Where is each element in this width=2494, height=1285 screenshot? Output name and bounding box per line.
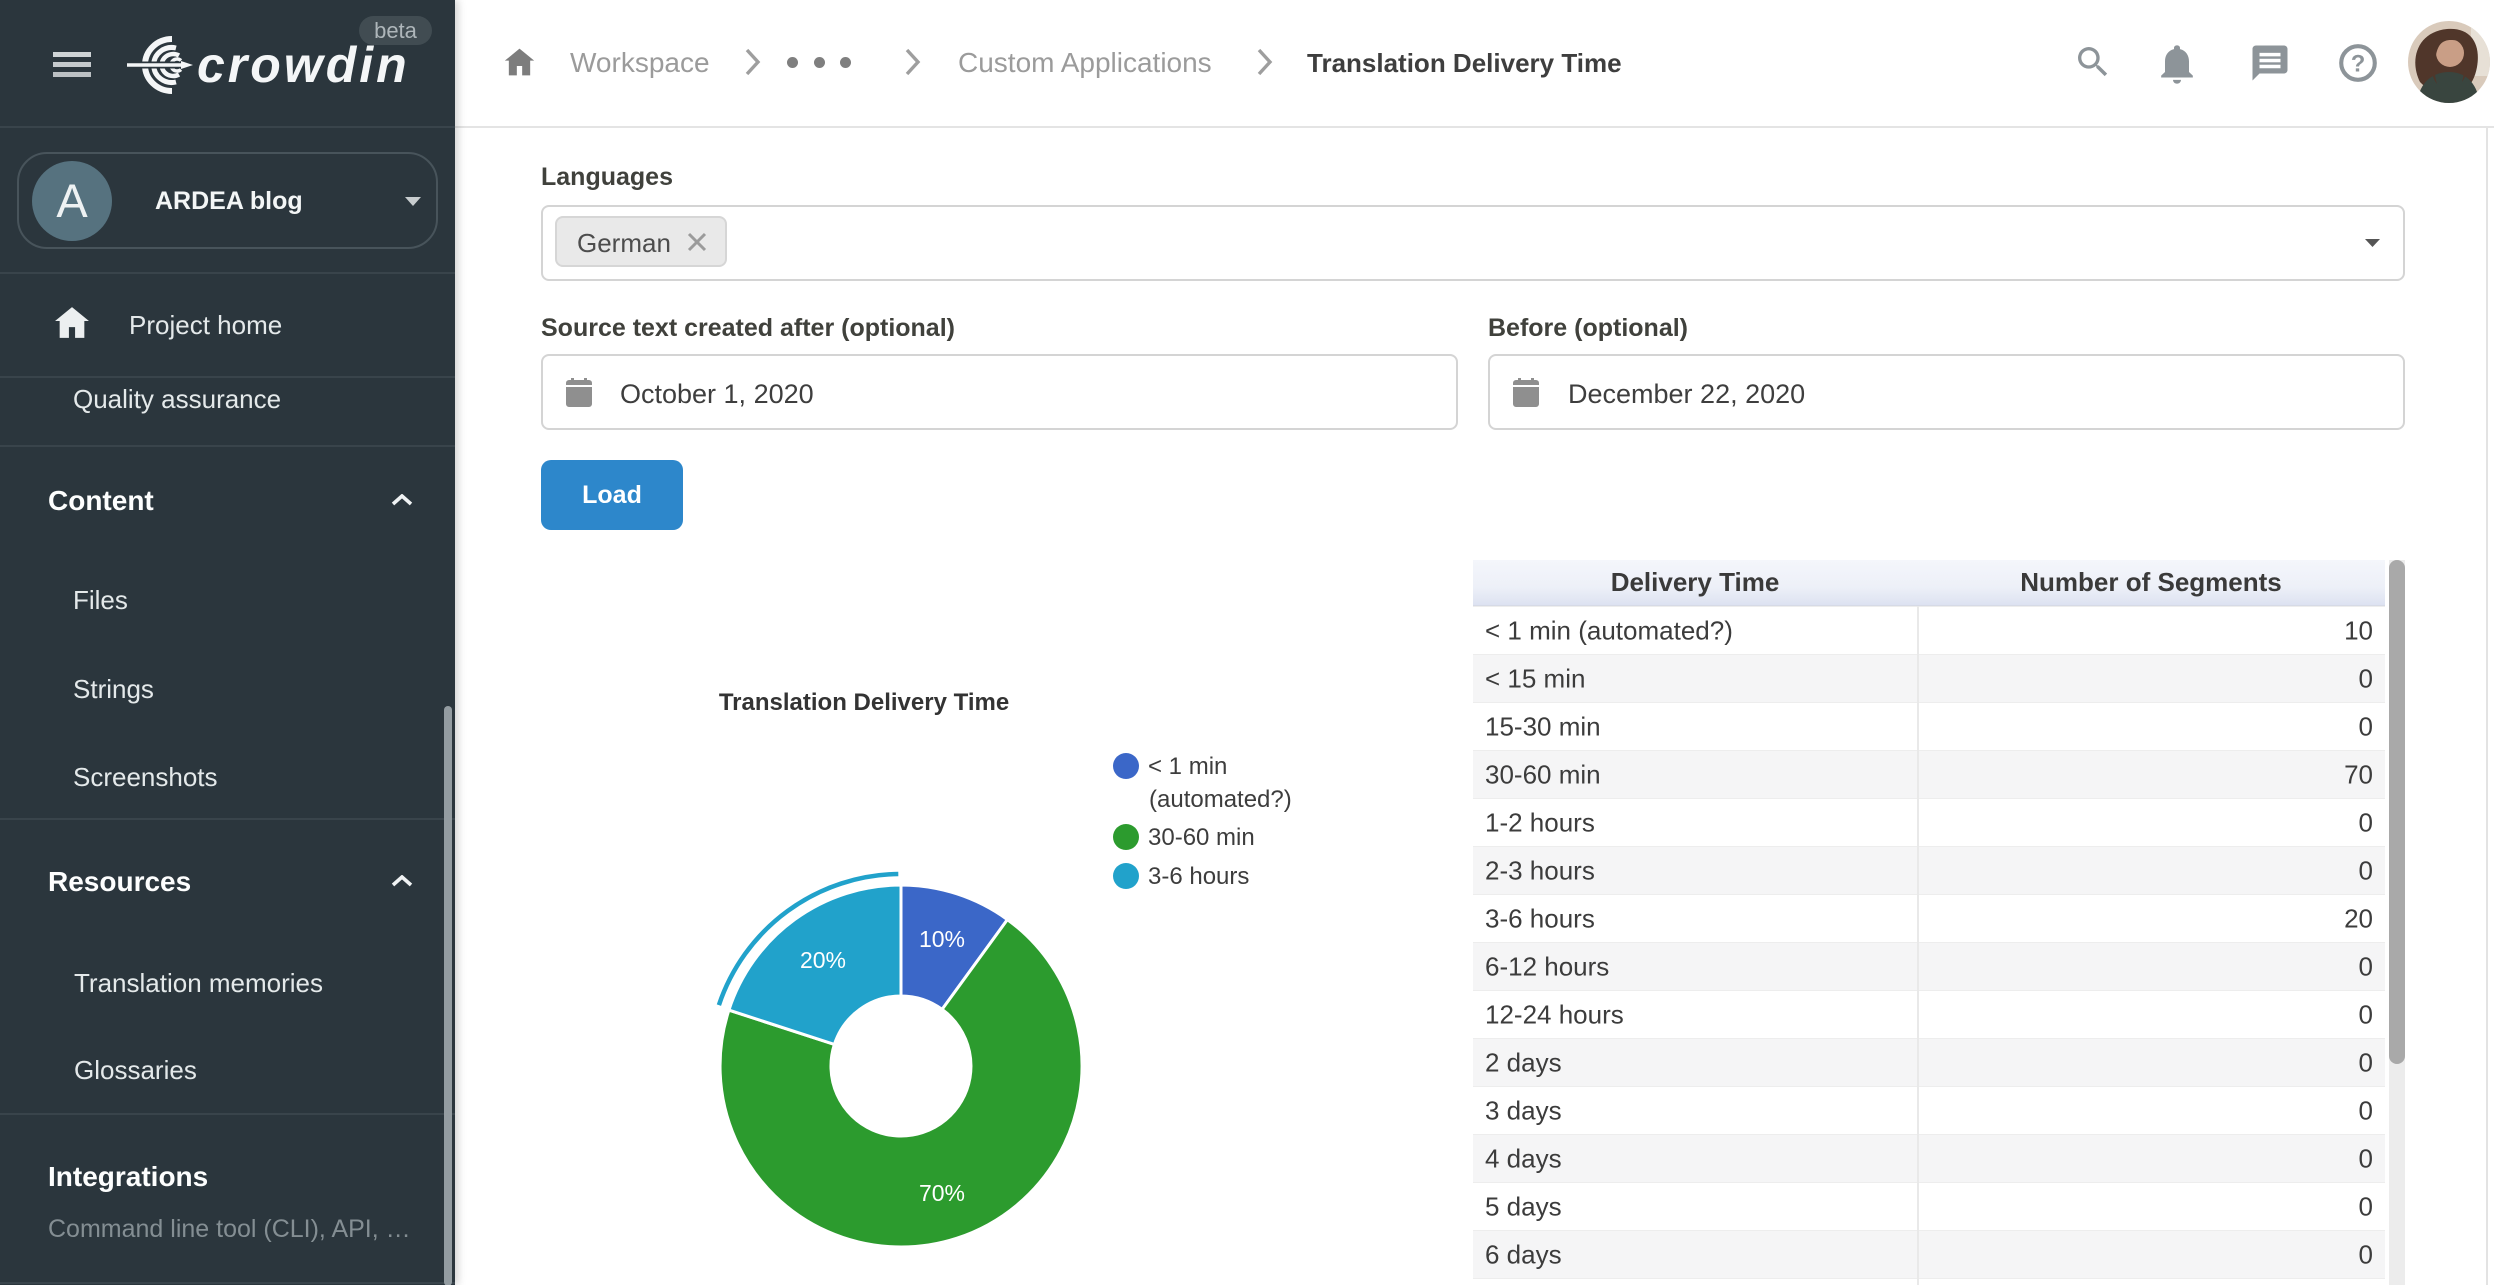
svg-text:10%: 10% xyxy=(919,926,965,952)
svg-text:20%: 20% xyxy=(800,947,846,973)
svg-text:70%: 70% xyxy=(919,1180,965,1206)
svg-text:?: ? xyxy=(2351,51,2366,78)
